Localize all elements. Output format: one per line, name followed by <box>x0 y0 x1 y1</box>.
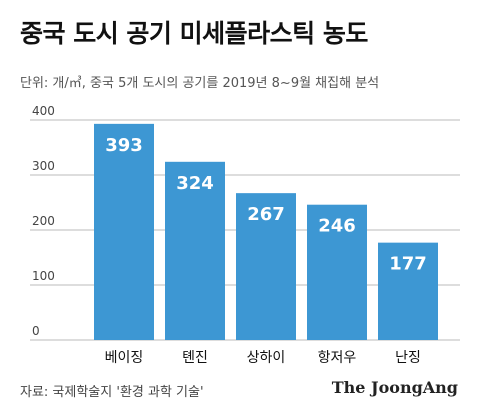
y-tick-label: 0 <box>32 324 40 338</box>
x-category-label: 톈진 <box>182 350 208 366</box>
x-category-label: 베이징 <box>105 350 144 366</box>
bar <box>378 242 438 340</box>
x-category-label: 상하이 <box>247 350 286 366</box>
bar-value-label: 246 <box>318 216 356 237</box>
chart-subtitle: 단위: 개/㎥, 중국 5개 도시의 공기를 2019년 8~9월 채집해 분석 <box>20 76 380 91</box>
chart-title: 중국 도시 공기 미세플라스틱 농도 <box>20 19 368 48</box>
y-tick-label: 100 <box>32 269 55 283</box>
bar-value-label: 177 <box>389 254 427 275</box>
bar-value-label: 393 <box>105 135 143 156</box>
bar <box>165 161 225 340</box>
bar <box>236 193 296 340</box>
y-tick-label: 300 <box>32 159 55 173</box>
source-note: 자료: 국제학술지 '환경 과학 기술' <box>20 385 204 400</box>
y-tick-label: 200 <box>32 214 55 228</box>
y-tick-label: 400 <box>32 104 55 118</box>
bar-value-label: 267 <box>247 204 285 225</box>
bar-value-label: 324 <box>176 173 214 194</box>
x-category-label: 항저우 <box>318 350 357 366</box>
brand-logo: The JoongAng <box>331 378 458 397</box>
x-category-label: 난징 <box>395 350 421 366</box>
bar <box>94 123 154 340</box>
bar <box>307 204 367 340</box>
